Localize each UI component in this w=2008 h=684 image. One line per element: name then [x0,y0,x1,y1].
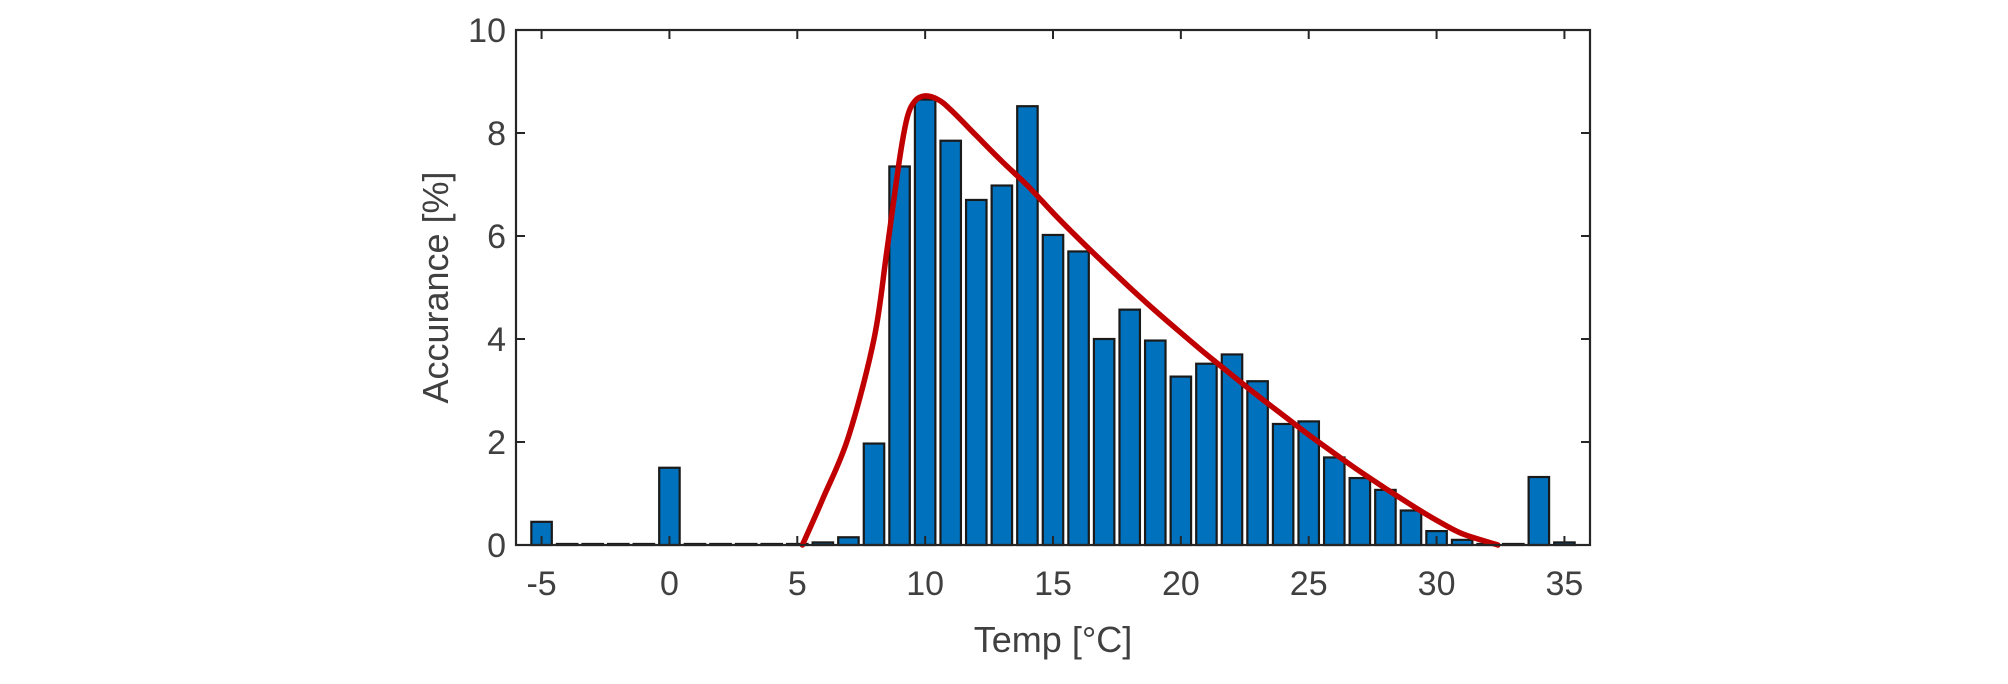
x-tick-label: 10 [906,565,944,603]
bar-31 [1322,456,1346,547]
bar-22 [1092,337,1116,547]
x-tick-label: 5 [788,565,807,603]
x-tick-label: 0 [660,565,679,603]
y-tick-label: 0 [487,527,506,565]
x-tick-labels: -5 0 5 10 15 20 25 30 35 [526,565,1583,603]
bars [530,98,1576,547]
y-tick-label: 6 [487,218,506,256]
bar-12 [837,536,860,547]
bar-5 [658,466,681,547]
bar-16 [939,139,963,547]
axis-ticks [516,29,1590,546]
bar-20 [1041,233,1065,547]
y-tick-label: 4 [487,321,506,359]
bar-33 [1374,488,1397,547]
y-tick-label: 2 [487,424,506,462]
bar-39 [1527,475,1551,547]
x-tick-label: 35 [1546,565,1584,603]
x-tick-label: 15 [1034,565,1072,603]
bar-28 [1246,380,1269,547]
y-tick-label: 8 [487,115,506,153]
bar-24 [1143,339,1167,547]
y-axis-title: Accurance [%] [415,171,456,403]
bar-15 [913,98,937,547]
bar-18 [990,184,1014,547]
bar-29 [1271,422,1295,547]
bar-26 [1195,362,1218,547]
y-tick-label: 10 [468,12,506,50]
bar-25 [1169,375,1193,547]
bar-34 [1399,509,1423,547]
x-axis-title: Temp [°C] [974,619,1132,660]
x-tick-label: 30 [1418,565,1456,603]
bar-13 [862,442,886,547]
bar-32 [1348,476,1372,547]
x-tick-label: 25 [1290,565,1328,603]
bar-23 [1118,308,1142,547]
bar-19 [1016,105,1039,547]
x-tick-label: 20 [1162,565,1200,603]
x-tick-label: -5 [526,565,556,603]
y-tick-labels: 0 2 4 6 8 10 [468,12,506,565]
bar-17 [964,198,988,547]
fit-curve [799,93,1501,548]
bar-21 [1067,250,1090,547]
